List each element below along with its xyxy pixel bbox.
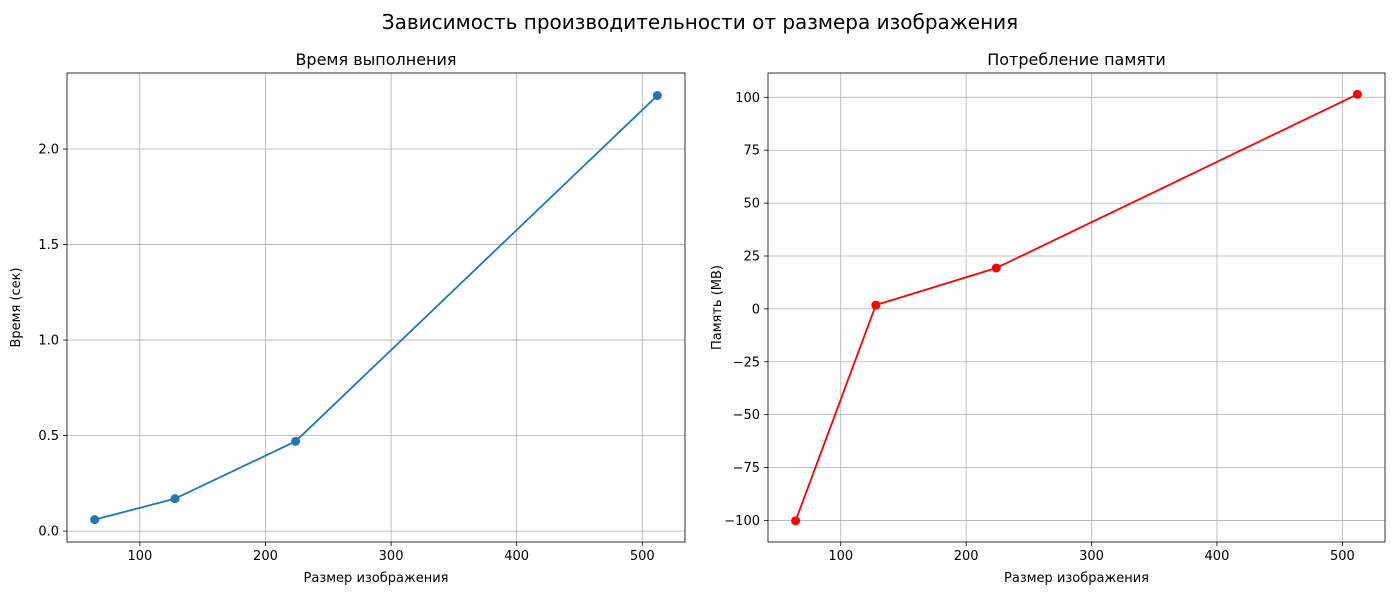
- memory-data-point: [991, 263, 1001, 273]
- time-data-point: [90, 515, 100, 525]
- memory-x-tick-label: 200: [954, 549, 979, 564]
- memory-y-tick-label: 75: [743, 144, 760, 159]
- memory-x-tick-label: 400: [1205, 549, 1230, 564]
- time-data-point: [170, 494, 180, 504]
- memory-data-point: [1352, 89, 1362, 99]
- memory-chart-title: Потребление памяти: [987, 50, 1166, 69]
- memory-y-tick-label: −50: [733, 408, 760, 423]
- memory-y-tick-label: −100: [724, 514, 760, 529]
- memory-axes-frame: [767, 72, 1386, 543]
- time-series-line: [94, 94, 658, 521]
- memory-y-axis-label: Память (MB): [710, 265, 725, 350]
- time-y-axis-label: Время (сек): [9, 267, 24, 347]
- time-y-tick-label: 0.0: [38, 525, 59, 540]
- memory-data-point: [871, 300, 881, 310]
- time-x-tick-label: 200: [253, 549, 278, 564]
- time-data-point: [291, 436, 301, 446]
- time-chart-title: Время выполнения: [295, 50, 456, 69]
- memory-y-tick-label: −25: [733, 355, 760, 370]
- memory-y-tick-label: 25: [743, 249, 760, 264]
- time-x-tick-label: 400: [504, 549, 529, 564]
- memory-x-tick-label: 500: [1330, 549, 1355, 564]
- time-x-tick-label: 500: [630, 549, 655, 564]
- time-y-tick-label: 1.0: [38, 334, 59, 349]
- memory-series-line: [794, 93, 1358, 522]
- figure-title: Зависимость производительности от размер…: [382, 10, 1018, 34]
- time-y-tick-label: 0.5: [38, 429, 59, 444]
- time-y-tick-label: 2.0: [38, 143, 59, 158]
- memory-y-tick-label: 0: [752, 302, 760, 317]
- memory-x-tick-label: 100: [828, 549, 853, 564]
- memory-data-point: [791, 516, 801, 526]
- memory-y-tick-label: 50: [743, 197, 760, 212]
- time-y-tick-label: 1.5: [38, 238, 59, 253]
- time-x-tick-label: 300: [379, 549, 404, 564]
- memory-y-tick-label: 100: [735, 91, 760, 106]
- memory-x-axis-label: Размер изображения: [1004, 571, 1149, 586]
- memory-y-tick-label: −75: [733, 461, 760, 476]
- memory-x-tick-label: 300: [1079, 549, 1104, 564]
- time-x-tick-label: 100: [127, 549, 152, 564]
- time-x-axis-label: Размер изображения: [304, 571, 449, 586]
- execution-time-chart: 100 200 300 400 500 0.0 0.5 1.0 1.5 2.0 Время выпо…: [9, 50, 686, 586]
- time-axes-frame: [66, 72, 686, 543]
- time-data-point: [652, 91, 662, 101]
- memory-usage-chart: 100 200 300 400 500 −100 −75 −50 −25 0 25 50 75 100 По…: [710, 50, 1386, 586]
